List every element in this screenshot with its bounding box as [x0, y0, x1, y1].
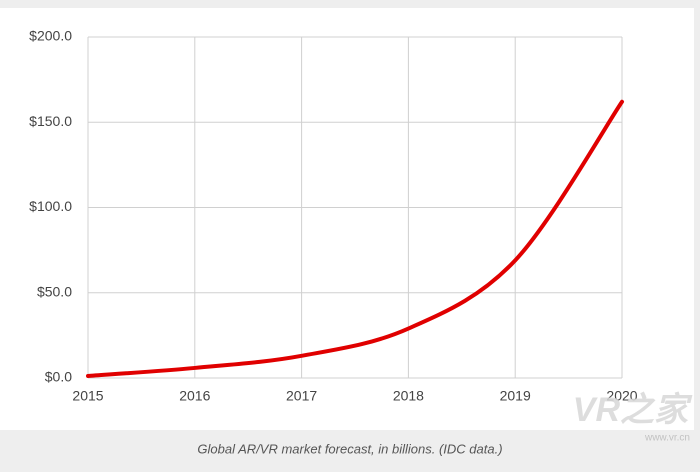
x-tick-label: 2015 [72, 388, 103, 404]
caption: Global AR/VR market forecast, in billion… [197, 441, 502, 456]
x-tick-label: 2017 [286, 388, 317, 404]
chart-background [0, 8, 694, 430]
watermark: VR之家 [573, 391, 693, 429]
y-tick-label: $100.0 [29, 198, 72, 214]
y-tick-label: $200.0 [29, 28, 72, 44]
line-series [86, 99, 624, 378]
watermark: www.vr.cn [644, 433, 690, 444]
y-tick-label: $50.0 [37, 283, 72, 299]
x-tick-label: 2019 [500, 388, 531, 404]
x-tick-label: 2016 [179, 388, 210, 404]
x-tick-label: 2018 [393, 388, 424, 404]
x-tick-label: 2020 [606, 388, 637, 404]
y-tick-label: $0.0 [45, 369, 72, 385]
y-tick-label: $150.0 [29, 113, 72, 129]
